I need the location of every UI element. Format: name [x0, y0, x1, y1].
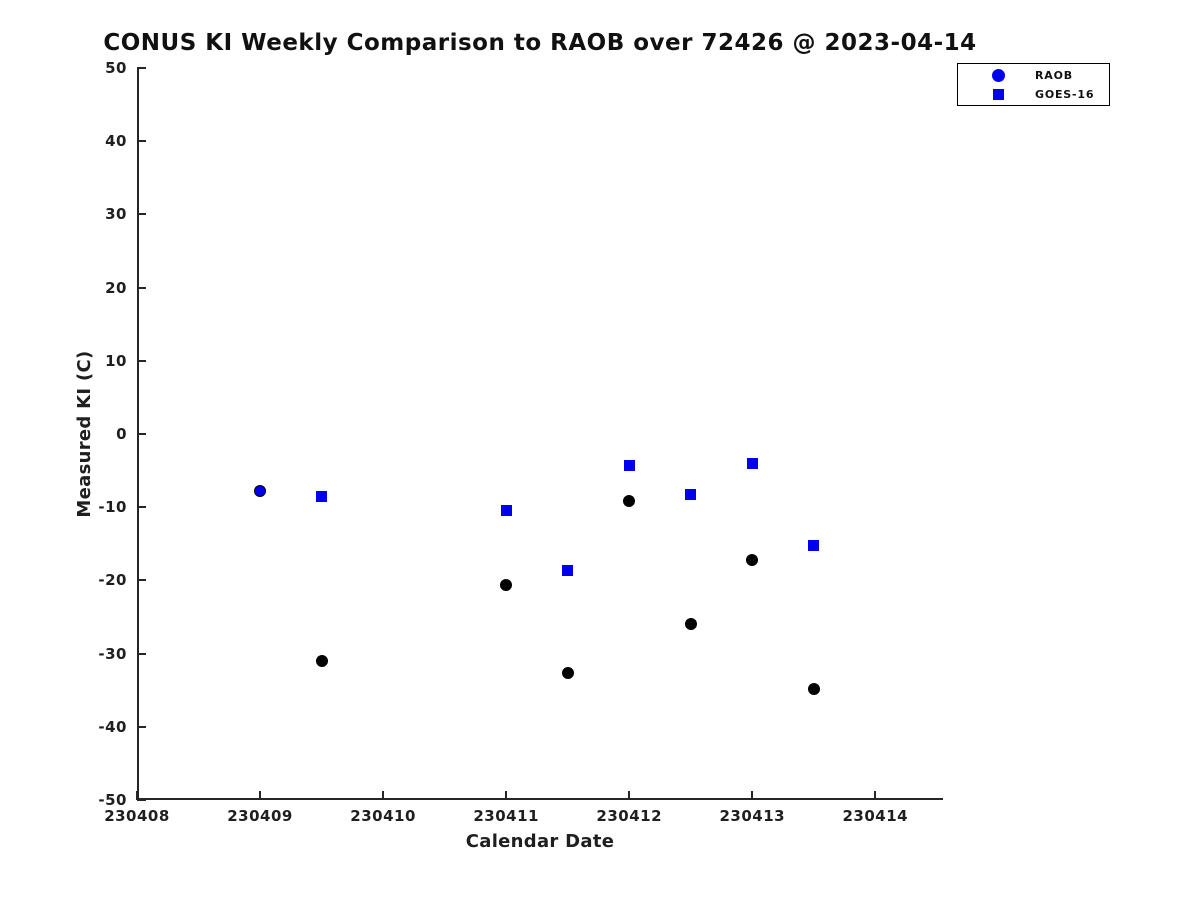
chart-title: CONUS KI Weekly Comparison to RAOB over … [103, 30, 977, 56]
y-tick [137, 359, 146, 362]
x-tick-label: 230411 [473, 807, 539, 825]
legend-entry-goes16: GOES-16 [958, 86, 1109, 102]
y-tick [137, 506, 146, 509]
y-tick [137, 433, 146, 435]
y-tick-label: 50 [105, 59, 127, 77]
x-tick [136, 791, 138, 800]
goes16-point [562, 565, 574, 577]
legend-entry-raob: RAOB [958, 67, 1109, 83]
y-tick [137, 799, 146, 801]
y-tick [137, 140, 146, 143]
x-tick [628, 791, 631, 800]
x-tick-label: 230412 [596, 807, 663, 825]
legend: RAOB GOES-16 [957, 63, 1110, 106]
goes16-point [685, 488, 697, 500]
raob-point [684, 618, 697, 631]
raob-point [315, 654, 328, 667]
y-tick [137, 286, 146, 289]
x-tick-label: 230410 [350, 807, 416, 825]
y-tick [137, 579, 146, 582]
y-tick-label: -30 [98, 644, 127, 663]
y-tick-label: 20 [105, 278, 127, 297]
x-axis-label: Calendar Date [465, 831, 615, 852]
y-tick-label: -40 [98, 717, 127, 736]
y-tick-label: 10 [105, 351, 127, 370]
goes16-point [500, 505, 512, 517]
x-tick-label: 230408 [104, 807, 170, 825]
legend-label-raob: RAOB [1035, 68, 1073, 82]
goes16-point [746, 457, 758, 469]
y-tick [137, 652, 146, 655]
legend-label-goes16: GOES-16 [1035, 87, 1095, 101]
x-tick-label: 230414 [842, 807, 909, 825]
y-tick-label: -50 [98, 791, 127, 809]
y-tick-label: 40 [105, 132, 127, 151]
raob-point [561, 667, 574, 680]
x-tick [505, 791, 508, 800]
raob-circle-marker-icon [992, 68, 1005, 82]
x-tick [751, 791, 754, 800]
x-tick [874, 791, 877, 800]
y-tick [137, 213, 146, 216]
y-tick [137, 67, 146, 69]
raob-point [807, 682, 820, 695]
x-tick [259, 791, 262, 800]
x-tick-label: 230413 [719, 807, 786, 825]
x-tick-label: 230409 [227, 807, 293, 825]
goes16-point [623, 459, 635, 471]
goes16-point [316, 491, 328, 503]
raob-point [254, 485, 267, 498]
y-tick-label: 0 [116, 425, 127, 443]
y-tick [137, 725, 146, 728]
y-tick-label: 30 [105, 205, 127, 224]
raob-point [500, 578, 513, 591]
plot-area [137, 68, 943, 800]
goes16-square-marker-icon [993, 88, 1004, 100]
x-tick [382, 791, 385, 800]
y-tick-label: -10 [98, 498, 127, 517]
y-tick-label: -20 [98, 571, 127, 590]
raob-point [746, 553, 759, 566]
raob-point [623, 495, 636, 508]
goes16-point [808, 540, 820, 552]
